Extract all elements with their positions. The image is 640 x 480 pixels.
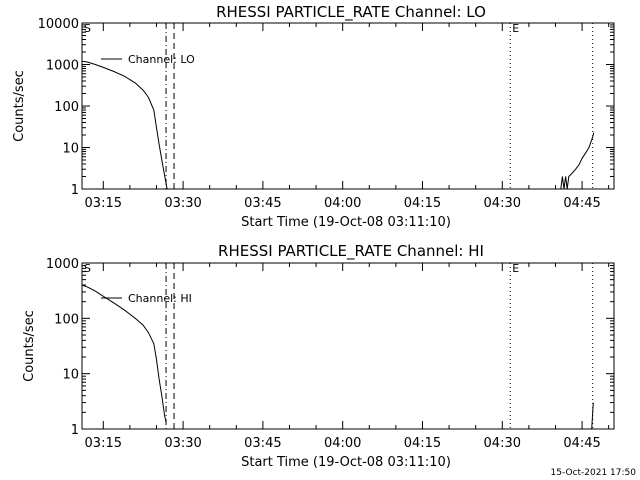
x-tick-label: 04:45 bbox=[563, 436, 600, 451]
footer-timestamp: 15-Oct-2021 17:50 bbox=[551, 468, 637, 478]
x-tick-label: 03:30 bbox=[164, 436, 201, 451]
y-tick-label: 1 bbox=[71, 423, 79, 438]
x-tick-label: 04:15 bbox=[404, 436, 441, 451]
x-tick-label: 03:45 bbox=[244, 436, 281, 451]
y-tick-label: 10 bbox=[62, 368, 79, 383]
time-marker-label: E bbox=[512, 22, 519, 35]
plot-frame bbox=[81, 262, 615, 430]
y-tick-label: 10 bbox=[62, 142, 79, 157]
series-line bbox=[81, 60, 168, 190]
chart-title: RHESSI PARTICLE_RATE Channel: HI bbox=[218, 242, 484, 261]
plot-frame bbox=[81, 22, 615, 190]
panel-lo: RHESSI PARTICLE_RATE Channel: LO Counts/… bbox=[12, 3, 615, 230]
x-tick-label: 04:00 bbox=[324, 436, 361, 451]
y-tick-label: 1000 bbox=[46, 59, 79, 74]
legend-label: Channel: LO bbox=[128, 53, 195, 66]
x-axis-label: Start Time (19-Oct-08 03:11:10) bbox=[241, 455, 451, 470]
time-marker-label: E bbox=[512, 262, 519, 275]
y-tick-label: 10000 bbox=[38, 17, 79, 32]
series-line bbox=[560, 132, 595, 190]
x-tick-label: 04:30 bbox=[484, 436, 521, 451]
legend-label: Channel: HI bbox=[128, 292, 192, 305]
series-line bbox=[81, 284, 167, 423]
chart-title: RHESSI PARTICLE_RATE Channel: LO bbox=[216, 3, 486, 22]
x-tick-label: 03:15 bbox=[85, 436, 122, 451]
time-marker-label: S bbox=[84, 262, 91, 275]
y-tick-label: 1000 bbox=[46, 257, 79, 272]
x-tick-label: 03:45 bbox=[244, 196, 281, 211]
x-tick-label: 03:30 bbox=[164, 196, 201, 211]
y-axis-label: Counts/sec bbox=[22, 310, 37, 382]
time-marker-label: S bbox=[84, 22, 91, 35]
x-tick-label: 04:15 bbox=[404, 196, 441, 211]
x-tick-label: 04:00 bbox=[324, 196, 361, 211]
x-tick-label: 04:30 bbox=[484, 196, 521, 211]
y-tick-label: 1 bbox=[71, 183, 79, 198]
y-tick-label: 100 bbox=[54, 312, 79, 327]
y-tick-label: 100 bbox=[54, 100, 79, 115]
x-tick-label: 03:15 bbox=[85, 196, 122, 211]
x-tick-label: 04:45 bbox=[563, 196, 600, 211]
x-axis-label: Start Time (19-Oct-08 03:11:10) bbox=[241, 215, 451, 230]
panel-hi: RHESSI PARTICLE_RATE Channel: HI Counts/… bbox=[22, 242, 615, 470]
series-line bbox=[591, 402, 594, 430]
y-axis-label: Counts/sec bbox=[12, 70, 27, 142]
